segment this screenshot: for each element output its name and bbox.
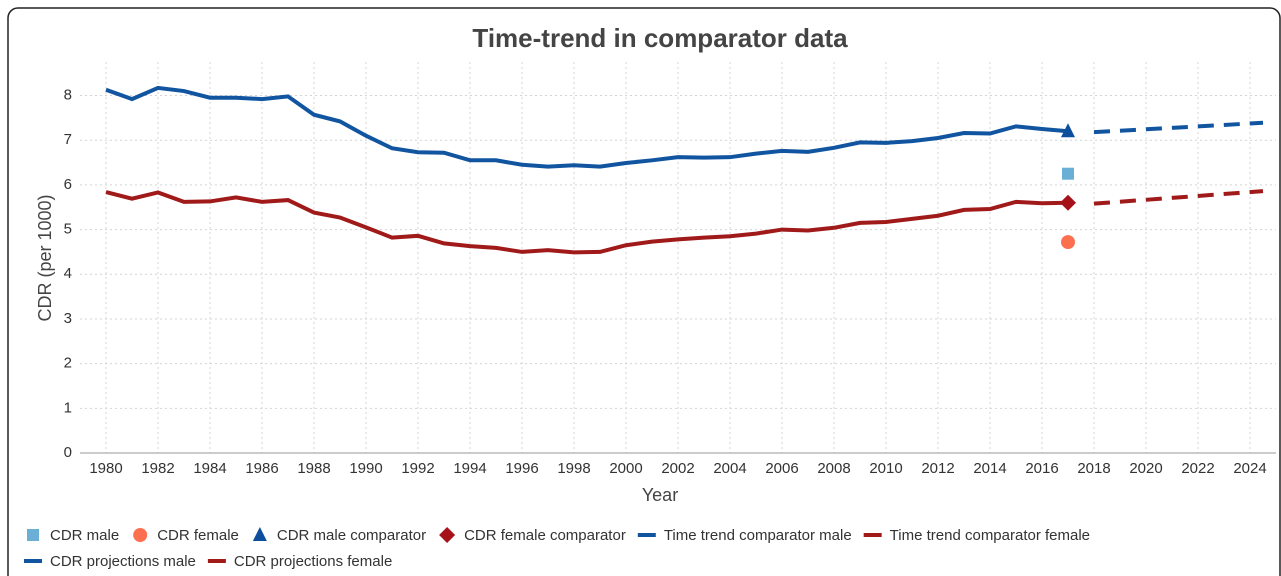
legend-label: Time trend comparator male: [664, 527, 852, 544]
marker: [1060, 194, 1076, 211]
y-tick-label: 5: [64, 221, 72, 238]
series-line: [105, 85, 1069, 169]
legend-item: CDR projections female: [207, 553, 392, 570]
y-tick-label: 2: [64, 355, 72, 372]
x-tick-label: 2014: [973, 460, 1006, 477]
legend-label: CDR female comparator: [464, 527, 626, 544]
x-tick-label: 1986: [245, 460, 278, 477]
x-tick-label: 2016: [1025, 460, 1058, 477]
x-tick-label: 1990: [349, 460, 382, 477]
legend-item: CDR male comparator: [252, 527, 426, 544]
marker: [27, 529, 39, 541]
x-tick-label: 1992: [401, 460, 434, 477]
x-axis-label: Year: [642, 485, 678, 505]
marker: [1062, 167, 1074, 180]
legend-item: CDR male: [27, 527, 119, 544]
y-tick-label: 4: [64, 265, 72, 282]
x-tick-label: 2010: [869, 460, 902, 477]
y-tick-label: 3: [64, 310, 72, 327]
legend-label: Time trend comparator female: [890, 527, 1090, 544]
x-tick-label: 2022: [1181, 460, 1214, 477]
y-tick-label: 0: [64, 444, 72, 461]
x-tick-label: 1994: [453, 460, 486, 477]
legend-label: CDR male: [50, 527, 119, 544]
x-tick-label: 2004: [713, 460, 746, 477]
marker: [252, 527, 267, 541]
x-tick-label: 2006: [765, 460, 798, 477]
series-line: [1093, 189, 1264, 206]
y-tick-label: 6: [64, 176, 72, 193]
legend-label: CDR projections male: [50, 553, 196, 570]
series-line: [105, 190, 1069, 255]
legend-item: CDR female: [133, 527, 239, 544]
legend-item: Time trend comparator male: [637, 527, 852, 544]
y-tick-label: 1: [64, 399, 72, 416]
legend-item: CDR projections male: [24, 553, 196, 570]
x-tick-label: 1980: [89, 460, 122, 477]
x-tick-label: 1984: [193, 460, 226, 477]
x-tick-label: 2024: [1233, 460, 1266, 477]
x-tick-label: 2020: [1129, 460, 1162, 477]
legend-item: Time trend comparator female: [863, 527, 1090, 544]
x-tick-label: 1982: [141, 460, 174, 477]
legend-label: CDR male comparator: [277, 527, 426, 544]
y-tick-label: 8: [64, 86, 72, 103]
legend-label: CDR projections female: [234, 553, 392, 570]
frame: [7, 7, 1281, 576]
x-tick-label: 2008: [817, 460, 850, 477]
x-tick-label: 1996: [505, 460, 538, 477]
x-tick-label: 2002: [661, 460, 694, 477]
series-line: [1093, 120, 1264, 135]
marker: [1061, 235, 1075, 250]
marker: [1061, 123, 1075, 138]
legend-item: CDR female comparator: [439, 527, 626, 544]
x-tick-label: 1988: [297, 460, 330, 477]
legend-label: CDR female: [157, 527, 239, 544]
x-tick-label: 2018: [1077, 460, 1110, 477]
y-axis-label: CDR (per 1000): [35, 194, 55, 321]
x-tick-label: 1998: [557, 460, 590, 477]
chart-title: Time-trend in comparator data: [472, 23, 848, 53]
x-tick-label: 2000: [609, 460, 642, 477]
marker: [439, 527, 456, 543]
x-tick-label: 2012: [921, 460, 954, 477]
y-tick-label: 7: [64, 131, 72, 148]
marker: [133, 528, 148, 542]
